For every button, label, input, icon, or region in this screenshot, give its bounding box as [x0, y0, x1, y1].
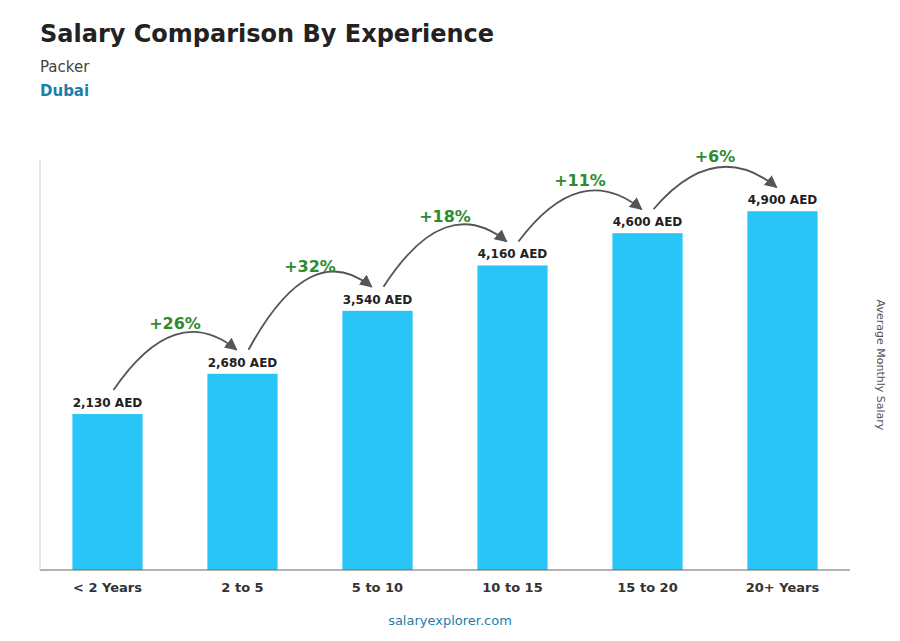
x-tick-label: 2 to 5	[221, 580, 263, 595]
chart: Salary Comparison By Experience Packer Dub…	[0, 0, 900, 641]
value-label: 3,540 AED	[343, 293, 413, 307]
bar	[612, 233, 682, 570]
value-label: 4,900 AED	[748, 193, 818, 207]
x-axis-line	[40, 570, 850, 571]
annotation: +6%	[695, 147, 736, 166]
bar	[72, 414, 142, 570]
annotation: +18%	[419, 207, 471, 226]
bar	[477, 265, 547, 570]
x-tick-label: 15 to 20	[617, 580, 677, 595]
change-arrow	[114, 332, 237, 390]
value-label: 4,600 AED	[613, 215, 683, 229]
x-tick-label: 5 to 10	[352, 580, 403, 595]
y-axis-line	[40, 160, 41, 570]
y-axis-label: Average Monthly Salary	[874, 300, 887, 431]
title: Salary Comparison By Experience	[40, 20, 494, 48]
change-arrow	[384, 224, 507, 287]
value-label: 4,160 AED	[478, 247, 548, 261]
subtitle: Packer	[40, 58, 90, 76]
bar	[342, 311, 412, 570]
change-arrow	[519, 190, 642, 241]
value-label: 2,680 AED	[208, 356, 278, 370]
x-tick-label: 10 to 15	[482, 580, 542, 595]
annotation: +26%	[149, 314, 201, 333]
change-arrow	[249, 271, 372, 349]
x-tick-label: < 2 Years	[73, 580, 142, 595]
value-label: 2,130 AED	[73, 396, 143, 410]
source: salaryexplorer.com	[388, 613, 512, 628]
bar	[747, 211, 817, 570]
annotation: +32%	[284, 257, 336, 276]
subtitle: Dubai	[40, 82, 89, 100]
bars	[72, 211, 817, 570]
bar	[207, 374, 277, 570]
annotation: +11%	[554, 171, 606, 190]
x-tick-label: 20+ Years	[746, 580, 820, 595]
change-arrow	[654, 167, 777, 209]
